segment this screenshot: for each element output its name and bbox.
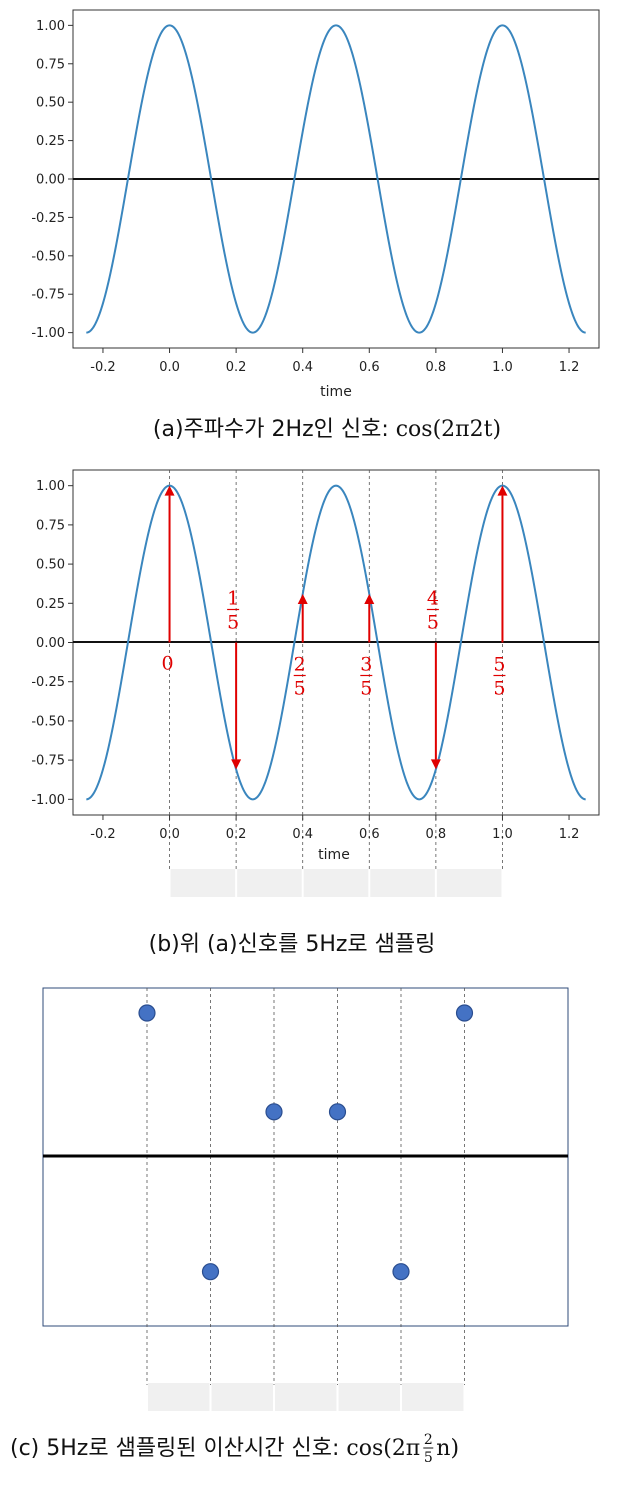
chart-b-label-numerator: 5	[493, 654, 505, 676]
chart-c-caption-fraction: 2 5 n)	[423, 1432, 459, 1466]
chart-b-xtick-label: 0.4	[292, 827, 313, 842]
chart-a-ytick-label: 1.00	[36, 19, 65, 34]
chart-b-ytick-label: -0.75	[31, 754, 65, 769]
chart-a-xtick-label: 0.4	[292, 360, 313, 375]
chart-b-sample-strip	[170, 869, 502, 897]
chart-b-xtick-label: 0.6	[359, 827, 380, 842]
chart-b-arrowhead	[430, 759, 441, 770]
chart-a-ytick-label: -1.00	[31, 326, 65, 341]
chart-b-label-denominator: 5	[427, 612, 439, 634]
chart-c-point	[201, 1263, 220, 1281]
chart-c-point	[455, 1004, 474, 1022]
chart-b-strip-cell	[370, 869, 435, 897]
chart-b-label-numerator: 3	[360, 654, 372, 676]
chart-b-xtick-label: 0.0	[159, 827, 180, 842]
chart-a-ytick-label: -0.75	[31, 288, 65, 303]
chart-b-ytick-label: -0.50	[31, 714, 65, 729]
chart-a-x-ticks: -0.2 0.0 0.2 0.4 0.6 0.8 1.0 1.2	[90, 348, 579, 375]
chart-b-label-numerator: 2	[294, 654, 306, 676]
chart-b-strip-cell	[436, 869, 502, 897]
chart-b-label-denominator: 5	[227, 612, 239, 634]
chart-b-ytick-label: -0.25	[31, 675, 65, 690]
chart-a-xtick-label: 1.0	[492, 360, 513, 375]
chart-b-label-numerator: 1	[227, 588, 239, 610]
chart-a: -1.00-0.75-0.50-0.250.000.250.500.751.00…	[31, 9, 600, 442]
chart-c-caption-formula-end: n)	[436, 1436, 459, 1461]
chart-c-caption-denominator: 5	[424, 1450, 433, 1466]
chart-a-xtick-label: 0.2	[226, 360, 247, 375]
chart-b-ytick-label: 0.50	[36, 558, 65, 573]
chart-c-sample-strip	[148, 1383, 464, 1411]
chart-b-strip-cell	[303, 869, 369, 897]
chart-a-y-ticks: -1.00 -0.75 -0.50 -0.25 0.00 0.25 0.50 0.75 1.00	[31, 19, 73, 341]
chart-c-strip-cell	[211, 1383, 273, 1411]
chart-b-xtick-label: 0.2	[226, 827, 247, 842]
chart-b-ytick-label: 1.00	[36, 479, 65, 494]
chart-c-caption: (c) 5Hz로 샘플링된 이산시간 신호: cos(2π	[10, 1436, 420, 1461]
chart-b-label-denominator: 5	[294, 678, 306, 700]
chart-b-arrowhead	[297, 594, 308, 605]
chart-a-ytick-label: -0.50	[31, 249, 65, 264]
chart-c-sample-guides	[146, 988, 465, 1385]
chart-c-strip-cell	[402, 1383, 464, 1411]
chart-c-strip-cell	[275, 1383, 337, 1411]
chart-b-xtick-label: 0.8	[426, 827, 447, 842]
chart-b-y-ticks: -1.00 -0.75 -0.50 -0.25 0.00 0.25 0.50 0.75 1.00	[31, 479, 73, 808]
chart-c-point	[392, 1263, 410, 1281]
chart-a-ytick-label: 0.75	[36, 57, 65, 72]
chart-a-xtick-label: 0.8	[426, 360, 447, 375]
chart-b-xtick-label: -0.2	[90, 827, 115, 842]
chart-b-ytick-label: 0.00	[36, 636, 65, 651]
chart-b-ytick-label: 0.25	[36, 597, 65, 612]
chart-b-arrowhead	[231, 759, 242, 770]
chart-c-point	[328, 1103, 347, 1121]
chart-c-strip-cell	[148, 1383, 210, 1411]
chart-a-xtick-label: 0.6	[359, 360, 380, 375]
chart-a-ytick-label: -0.25	[31, 211, 65, 226]
chart-a-xlabel: time	[320, 384, 352, 400]
chart-a-ytick-label: 0.00	[36, 173, 65, 188]
chart-b-arrowhead	[497, 485, 508, 496]
chart-c-caption-numerator: 2	[424, 1432, 433, 1448]
chart-a-ytick-label: 0.50	[36, 96, 65, 111]
chart-b-sample-arrows	[164, 485, 508, 770]
chart-b-x-ticks: -0.2 0.0 0.2 0.4 0.6 0.8 1.0 1.2	[90, 815, 579, 842]
chart-b-ytick-label: -1.00	[31, 793, 65, 808]
chart-a-xtick-label: 1.2	[559, 360, 580, 375]
chart-b-caption: (b)위 (a)신호를 5Hz로 샘플링	[149, 932, 436, 957]
chart-b-ytick-label: 0.75	[36, 518, 65, 533]
chart-b-label-denominator: 5	[360, 678, 372, 700]
chart-a-cosine-line	[86, 24, 586, 334]
chart-b-strip-cell	[237, 869, 302, 897]
chart-b-cosine-line	[86, 484, 586, 801]
chart-b-arrowhead	[364, 594, 375, 605]
chart-b-label-numerator: 4	[427, 588, 439, 610]
chart-b-sample-label: 0	[161, 653, 173, 675]
chart-c-points	[138, 1004, 474, 1281]
chart-a-xtick-label: -0.2	[90, 360, 115, 375]
chart-a-caption: (a)주파수가 2Hz인 신호: cos(2π2t)	[153, 417, 501, 442]
chart-b-xlabel: time	[318, 847, 350, 863]
chart-c-point	[265, 1103, 283, 1121]
chart-b-strip-cell	[170, 869, 236, 897]
chart-c: (c) 5Hz로 샘플링된 이산시간 신호: cos(2π 2 5 n)	[10, 987, 569, 1466]
chart-a-xtick-label: 0.0	[159, 360, 180, 375]
chart-b-xtick-label: 1.0	[492, 827, 513, 842]
chart-c-point	[138, 1004, 156, 1022]
chart-b-xtick-label: 1.2	[559, 827, 580, 842]
chart-b-label-denominator: 5	[493, 678, 505, 700]
chart-a-ytick-label: 0.25	[36, 134, 65, 149]
chart-b-arrowhead	[164, 485, 175, 496]
chart-c-strip-cell	[338, 1383, 400, 1411]
